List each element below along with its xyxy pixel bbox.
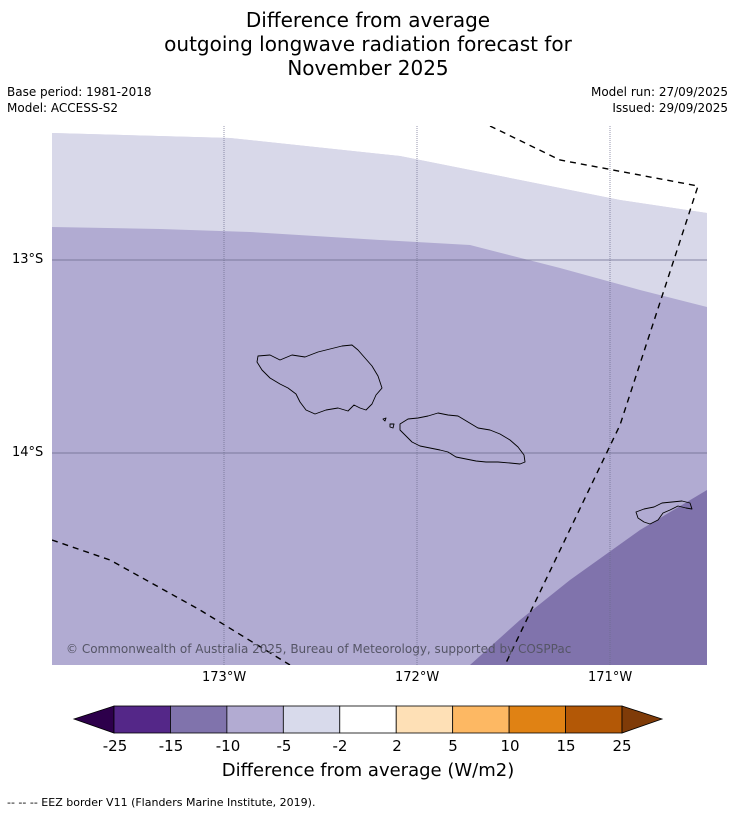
cb-tick-3: -5 bbox=[276, 737, 292, 755]
cb-tick-8: 15 bbox=[556, 737, 576, 755]
colorbar-segment bbox=[226, 705, 284, 734]
colorbar-segment bbox=[113, 705, 171, 734]
meta-left: Base period: 1981-2018 Model: ACCESS-S2 bbox=[7, 84, 152, 116]
island-manono bbox=[382, 417, 387, 422]
model-run-label: Model run: 27/09/2025 bbox=[590, 85, 728, 99]
colorbar-extend-high bbox=[621, 705, 664, 734]
colorbar-segment bbox=[339, 705, 397, 734]
cb-tick-4: -2 bbox=[332, 737, 348, 755]
island-apolima bbox=[389, 423, 395, 429]
cb-tick-7: 10 bbox=[500, 737, 520, 755]
colorbar-segment bbox=[395, 705, 454, 734]
cb-tick-9: 25 bbox=[612, 737, 632, 755]
meta-right: Model run: 27/09/2025 Issued: 29/09/2025 bbox=[591, 84, 728, 116]
lon-tick-171w: 171°W bbox=[588, 670, 633, 685]
chart-title: Difference from average outgoing longwav… bbox=[0, 8, 736, 80]
cb-tick-6: 5 bbox=[448, 737, 458, 755]
eez-border-southwest bbox=[52, 539, 291, 665]
lon-tick-173w: 173°W bbox=[202, 670, 247, 685]
cb-tick-1: -15 bbox=[158, 737, 184, 755]
island-savaii bbox=[256, 344, 383, 415]
map-canvas: © Commonwealth of Australia 2025, Bureau… bbox=[52, 126, 707, 665]
colorbar-segment bbox=[565, 705, 623, 734]
lat-tick-14s: 14°S bbox=[12, 445, 44, 460]
region-light bbox=[52, 133, 707, 307]
colorbar bbox=[72, 705, 664, 734]
copyright-text: © Commonwealth of Australia 2025, Bureau… bbox=[66, 642, 571, 656]
colorbar-segment bbox=[452, 705, 510, 734]
title-line-2: outgoing longwave radiation forecast for bbox=[164, 32, 572, 56]
colorbar-extend-low bbox=[72, 705, 115, 734]
graticule bbox=[52, 126, 707, 665]
cb-tick-5: 2 bbox=[392, 737, 402, 755]
island-upolu bbox=[399, 412, 526, 465]
colorbar-segments bbox=[113, 705, 623, 734]
colorbar-segment bbox=[508, 705, 566, 734]
model-label: Model: ACCESS-S2 bbox=[7, 101, 119, 115]
region-dark bbox=[470, 490, 707, 665]
colorbar-segment bbox=[170, 705, 228, 734]
colorbar-segment bbox=[282, 705, 341, 734]
issued-label: Issued: 29/09/2025 bbox=[612, 101, 728, 115]
lat-tick-13s: 13°S bbox=[12, 252, 44, 267]
title-line-3: November 2025 bbox=[287, 56, 449, 80]
title-line-1: Difference from average bbox=[245, 8, 491, 32]
eez-legend: -- -- -- EEZ border V11 (Flanders Marine… bbox=[7, 796, 316, 809]
lon-tick-172w: 172°W bbox=[395, 670, 440, 685]
island-tutuila bbox=[635, 500, 693, 525]
base-period-label: Base period: 1981-2018 bbox=[7, 85, 152, 99]
cb-tick-2: -10 bbox=[215, 737, 241, 755]
colorbar-title: Difference from average (W/m2) bbox=[221, 760, 515, 781]
cb-tick-0: -25 bbox=[102, 737, 128, 755]
eez-border bbox=[52, 126, 699, 665]
region-white bbox=[52, 126, 707, 213]
